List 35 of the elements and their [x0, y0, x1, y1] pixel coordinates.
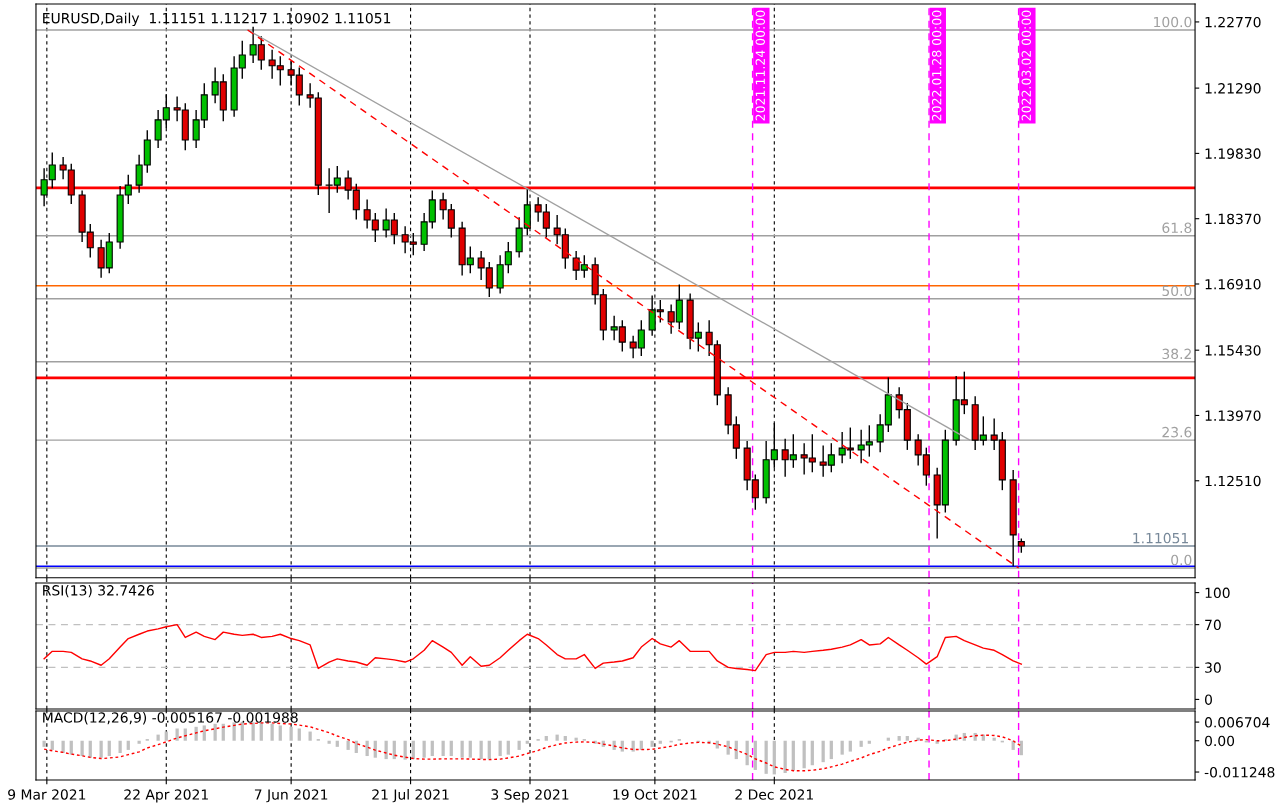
- y-tick-label: 0.006704: [1204, 717, 1270, 728]
- x-tick-label: 22 Apr 2021: [124, 789, 208, 803]
- y-tick-label: 1.21290: [1205, 83, 1261, 94]
- chart-title: RSI(13) 32.7426: [43, 584, 154, 598]
- y-tick-label: 70: [1205, 619, 1221, 631]
- y-tick-label: 0.00: [1204, 735, 1235, 747]
- annotation: 100.0: [1154, 16, 1192, 28]
- annotation: 50.0: [1162, 285, 1192, 297]
- y-tick-label: 1.16910: [1205, 278, 1261, 290]
- y-tick-label: 1.22770: [1205, 16, 1261, 28]
- ref-line-label: 1.11051: [1133, 532, 1188, 544]
- x-tick-label: 19 Oct 2021: [613, 789, 697, 800]
- ref-line-label: 2022.01.28 00:00: [931, 10, 942, 121]
- x-tick-label: 21 Jul 2021: [372, 788, 449, 803]
- ref-line-label: 2021.11.24 00:00: [755, 10, 765, 121]
- y-tick-label: -0.011248: [1204, 767, 1275, 778]
- y-tick-label: 1.15430: [1205, 345, 1261, 356]
- annotation: 61.8: [1162, 222, 1192, 233]
- y-tick-label: 1.18370: [1205, 213, 1261, 225]
- y-tick-label: 1.19830: [1205, 148, 1261, 159]
- y-tick-label: 30: [1205, 662, 1221, 673]
- ref-line-label: 2022.03.02 00:00: [1021, 10, 1031, 121]
- y-tick-label: 100: [1205, 587, 1230, 599]
- chart-title: MACD(12,26,9) -0.005167 -0.001988: [43, 712, 298, 725]
- annotation: 23.6: [1162, 426, 1192, 438]
- x-tick-label: 3 Sep 2021: [491, 789, 569, 803]
- x-tick-label: 7 Jun 2021: [254, 789, 328, 803]
- y-tick-label: 1.12510: [1205, 475, 1261, 487]
- annotation: 38.2: [1162, 348, 1191, 360]
- y-tick-label: 1.13970: [1205, 410, 1261, 421]
- annotation: 0.0: [1171, 554, 1192, 566]
- y-tick-label: 0: [1204, 694, 1212, 705]
- text: EURUSD,Daily 1.11151 1.11217 1.10902 1.11051: [43, 12, 391, 27]
- x-tick-label: 9 Mar 2021: [8, 789, 86, 800]
- x-tick-label: 2 Dec 2021: [735, 789, 813, 800]
